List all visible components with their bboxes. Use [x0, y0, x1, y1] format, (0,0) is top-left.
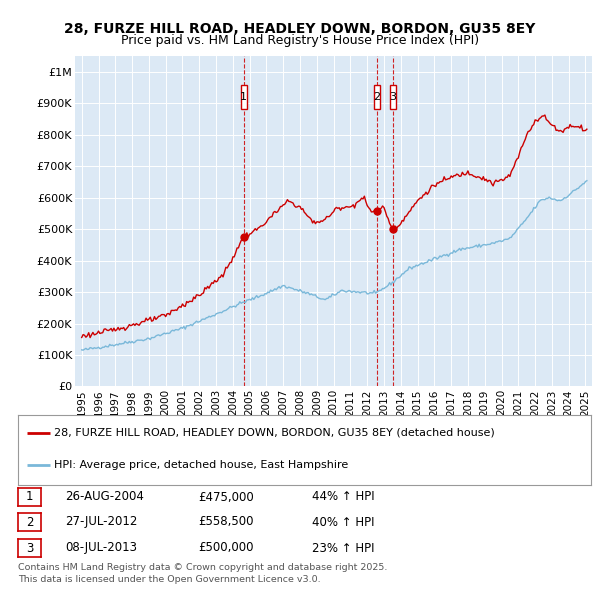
Text: 2: 2 [373, 92, 380, 102]
Text: 1: 1 [26, 490, 33, 503]
Text: HPI: Average price, detached house, East Hampshire: HPI: Average price, detached house, East… [54, 460, 349, 470]
Text: £475,000: £475,000 [198, 490, 254, 503]
Text: 26-AUG-2004: 26-AUG-2004 [65, 490, 143, 503]
Text: 27-JUL-2012: 27-JUL-2012 [65, 516, 137, 529]
Text: 23% ↑ HPI: 23% ↑ HPI [312, 542, 374, 555]
Text: 3: 3 [389, 92, 396, 102]
Text: Price paid vs. HM Land Registry's House Price Index (HPI): Price paid vs. HM Land Registry's House … [121, 34, 479, 47]
FancyBboxPatch shape [241, 85, 247, 109]
Text: 28, FURZE HILL ROAD, HEADLEY DOWN, BORDON, GU35 8EY (detached house): 28, FURZE HILL ROAD, HEADLEY DOWN, BORDO… [54, 428, 495, 438]
Text: Contains HM Land Registry data © Crown copyright and database right 2025.
This d: Contains HM Land Registry data © Crown c… [18, 563, 388, 584]
Text: 08-JUL-2013: 08-JUL-2013 [65, 542, 137, 555]
Text: 3: 3 [26, 542, 33, 555]
Text: 2: 2 [26, 516, 33, 529]
Text: £500,000: £500,000 [198, 542, 254, 555]
Text: 28, FURZE HILL ROAD, HEADLEY DOWN, BORDON, GU35 8EY: 28, FURZE HILL ROAD, HEADLEY DOWN, BORDO… [64, 22, 536, 37]
Text: £558,500: £558,500 [198, 516, 254, 529]
Text: 44% ↑ HPI: 44% ↑ HPI [312, 490, 374, 503]
Text: 40% ↑ HPI: 40% ↑ HPI [312, 516, 374, 529]
Text: 1: 1 [240, 92, 247, 102]
FancyBboxPatch shape [374, 85, 380, 109]
FancyBboxPatch shape [389, 85, 396, 109]
